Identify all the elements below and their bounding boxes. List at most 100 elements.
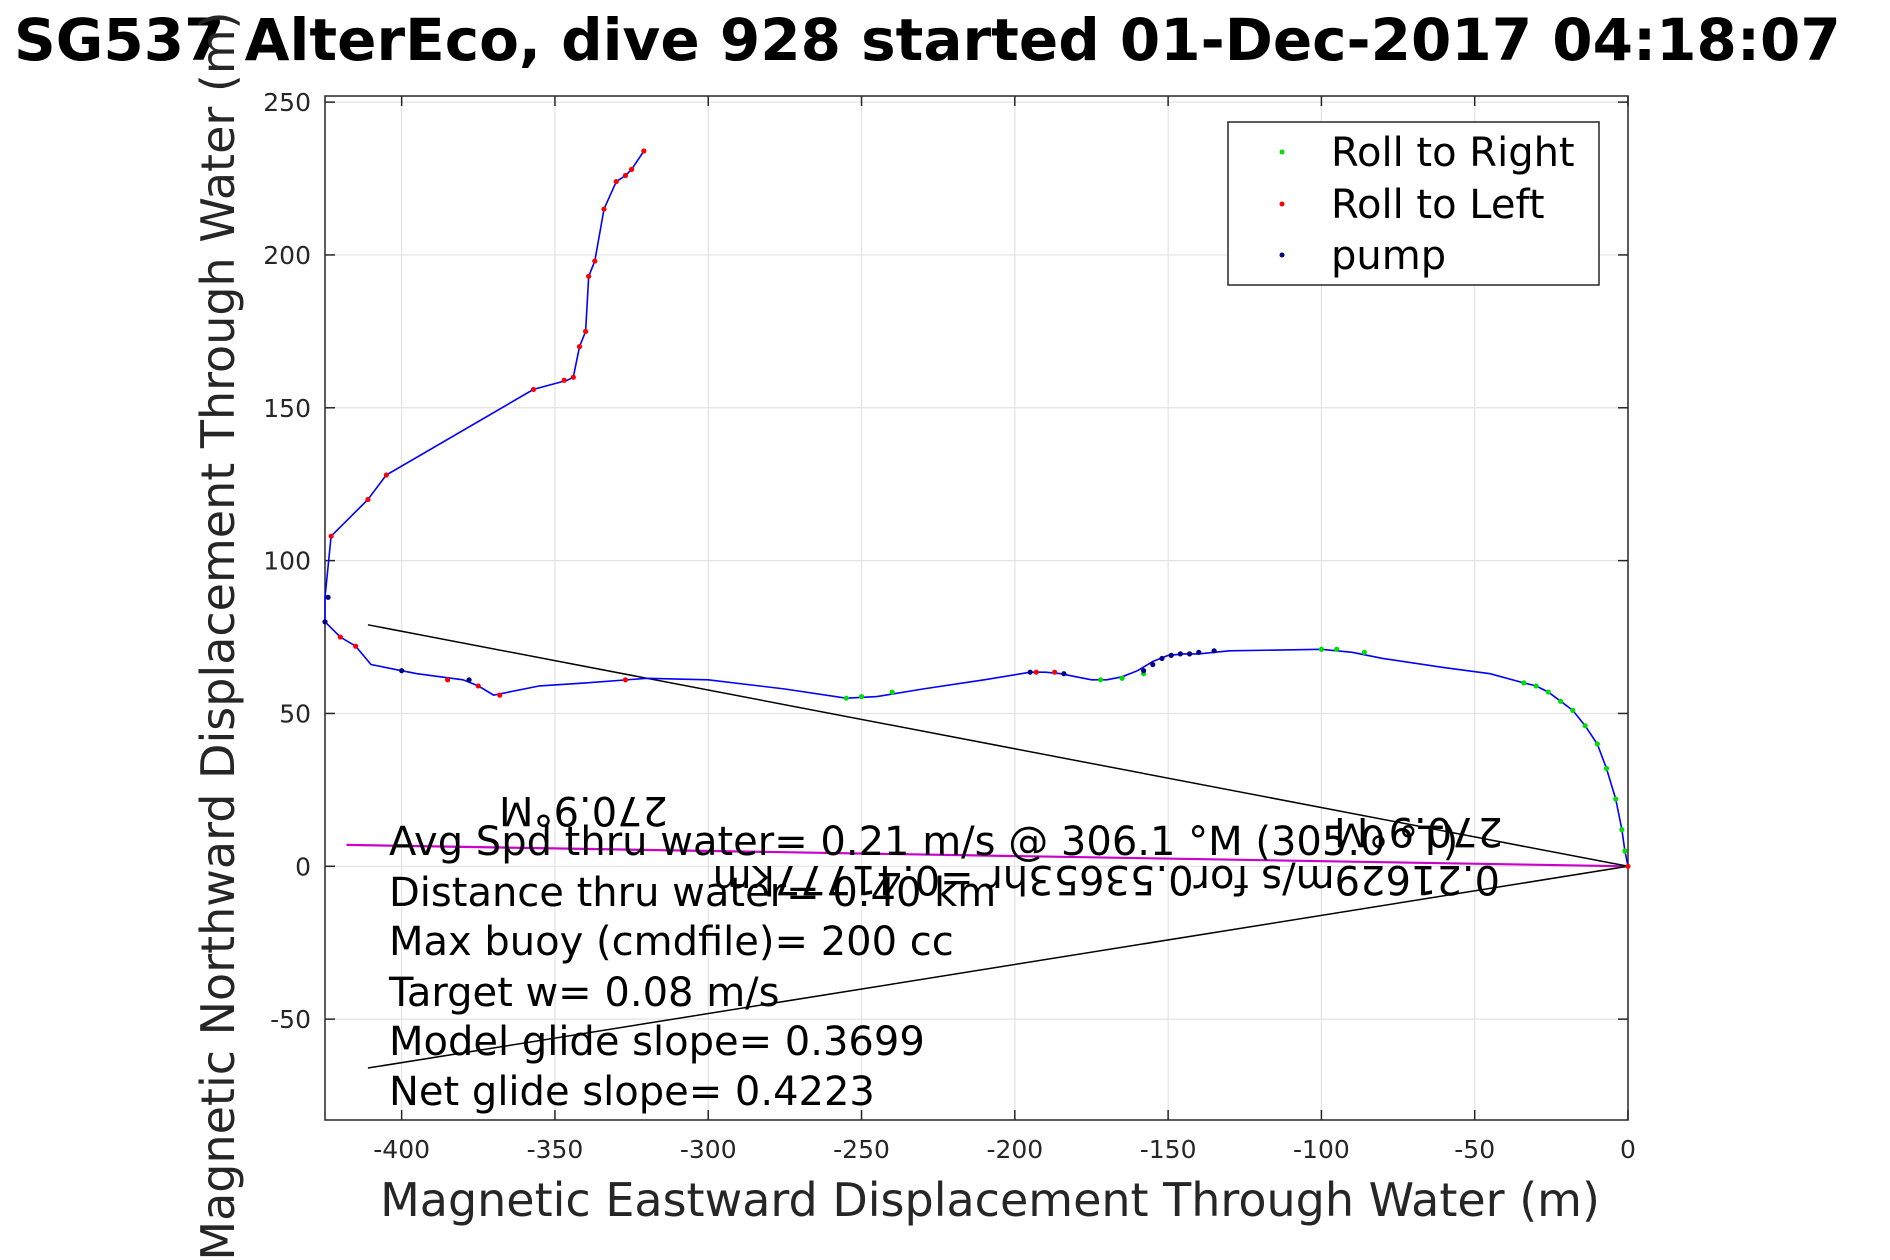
roll-right-point <box>1603 765 1610 772</box>
pump-point <box>1150 661 1156 668</box>
dive-track-line <box>324 150 1629 867</box>
roll-right-point <box>1622 848 1628 854</box>
roll-left-point <box>383 472 389 478</box>
annotation-flipped-speed: 0.21629m/s for0.53653hr =0.41777km <box>713 856 1500 902</box>
mean-heading-vector <box>346 843 1629 868</box>
annotation-distance: Distance thru water= 0.40 km <box>389 870 996 916</box>
roll-right-point <box>1533 683 1539 689</box>
roll-right-point <box>1521 680 1527 686</box>
y-tick-label: 100 <box>263 547 311 576</box>
x-tick-label: -400 <box>373 1135 430 1164</box>
roll-left-point <box>353 643 359 649</box>
roll-left-point <box>475 683 481 689</box>
roll-right-point <box>1119 675 1125 681</box>
legend-item-pump: pump <box>1279 233 1446 279</box>
roll-right-point <box>843 695 849 701</box>
x-tick-label: -50 <box>1454 1135 1495 1164</box>
pump-point <box>1177 651 1183 657</box>
roll-right-point <box>1545 689 1551 695</box>
pump-point <box>1027 669 1033 675</box>
annotations: Avg Spd thru water= 0.21 m/s @ 306.1 °M … <box>388 787 1503 1115</box>
legend-marker-roll-left <box>1279 201 1285 207</box>
legend-label-roll-right: Roll to Right <box>1331 130 1575 176</box>
annotation-avg-speed: Avg Spd thru water= 0.21 m/s @ 306.1 °M … <box>389 819 1458 865</box>
roll-left-point <box>497 692 503 698</box>
y-tick-label: 0 <box>295 852 311 881</box>
roll-left-point <box>576 344 583 350</box>
roll-right-point <box>889 689 895 695</box>
roll-left-point <box>641 148 647 154</box>
grid <box>325 96 1629 1120</box>
roll-left-point <box>622 172 629 179</box>
x-tick-label: -200 <box>986 1135 1043 1164</box>
roll-left-point <box>1625 863 1631 869</box>
roll-left-point <box>328 533 334 539</box>
roll-left-point <box>583 328 589 334</box>
heading-guide-line <box>367 624 1629 868</box>
x-axis-label: Magnetic Eastward Displacement Through W… <box>380 1173 1600 1227</box>
legend-item-roll-right: Roll to Right <box>1279 130 1575 176</box>
roll-right-point <box>1098 677 1104 683</box>
roll-left-point <box>365 496 371 503</box>
heading-guide-line <box>367 865 1629 1069</box>
y-axis-label: Magnetic Northward Displacement Through … <box>191 11 245 1260</box>
pump-point <box>322 619 328 625</box>
legend-marker-pump <box>1279 252 1285 258</box>
pump-point <box>325 594 331 600</box>
roll-left-point <box>1033 669 1039 675</box>
legend-label-roll-left: Roll to Left <box>1331 182 1545 228</box>
pump-point <box>1186 651 1193 657</box>
pump-point <box>1168 652 1174 658</box>
legend-marker-roll-right <box>1279 149 1285 155</box>
roll-left-point <box>445 677 451 683</box>
pump-point <box>1159 655 1165 662</box>
legend-item-roll-left: Roll to Left <box>1279 182 1545 228</box>
roll-left-point <box>622 677 629 683</box>
y-tick-label: 200 <box>263 241 311 270</box>
roll-right-point <box>1318 646 1325 652</box>
legend-box <box>1227 121 1600 286</box>
guide-lines <box>346 624 1629 1069</box>
x-tick-label: -350 <box>527 1135 584 1164</box>
annotation-model-glide: Model glide slope= 0.3699 <box>389 1019 925 1065</box>
roll-left-point <box>1052 669 1058 675</box>
roll-left-point <box>613 178 619 185</box>
x-tick-label: -100 <box>1293 1135 1350 1164</box>
roll-left-point <box>628 166 635 172</box>
x-tick-label: 0 <box>1620 1135 1636 1164</box>
track-markers <box>322 148 1631 869</box>
roll-left-point <box>592 258 598 264</box>
x-axis-ticks: -400 -350 -300 -250 -200 -150 -100 -50 0 <box>373 96 1636 1164</box>
legend: Roll to Right Roll to Left pump <box>1227 121 1600 286</box>
roll-right-point <box>1334 646 1340 652</box>
annotation-flipped-heading-right: 270.9°M <box>1334 808 1503 854</box>
y-tick-label: -50 <box>270 1005 311 1034</box>
annotation-max-buoy: Max buoy (cmdfile)= 200 cc <box>389 919 954 965</box>
roll-left-point <box>530 386 537 393</box>
pump-point <box>466 677 472 683</box>
roll-right-point <box>1613 796 1619 802</box>
chart-title: SG537 AlterEco, dive 928 started 01-Dec-… <box>14 6 1841 74</box>
y-tick-label: 50 <box>279 699 311 728</box>
roll-left-point <box>561 377 567 383</box>
roll-right-point <box>1557 698 1564 704</box>
y-axis-ticks: -50 0 50 100 150 200 250 <box>263 88 1628 1034</box>
annotation-target-w: Target w= 0.08 m/s <box>388 970 779 1016</box>
pump-point <box>1196 649 1202 655</box>
roll-right-point <box>858 694 865 700</box>
roll-left-point <box>570 374 576 380</box>
annotation-net-glide: Net glide slope= 0.4223 <box>389 1069 875 1115</box>
annotation-flipped-heading-left: 270.9°M <box>499 787 668 833</box>
roll-left-point <box>601 206 607 212</box>
x-tick-label: -250 <box>833 1135 890 1164</box>
roll-right-point <box>1570 707 1576 714</box>
pump-point <box>1140 668 1147 674</box>
y-tick-label: 150 <box>263 394 311 423</box>
roll-right-point <box>1619 827 1625 833</box>
roll-right-point <box>1594 741 1600 747</box>
x-tick-label: -300 <box>680 1135 737 1164</box>
x-tick-label: -150 <box>1140 1135 1197 1164</box>
legend-label-pump: pump <box>1331 233 1446 279</box>
y-tick-label: 250 <box>263 88 311 117</box>
